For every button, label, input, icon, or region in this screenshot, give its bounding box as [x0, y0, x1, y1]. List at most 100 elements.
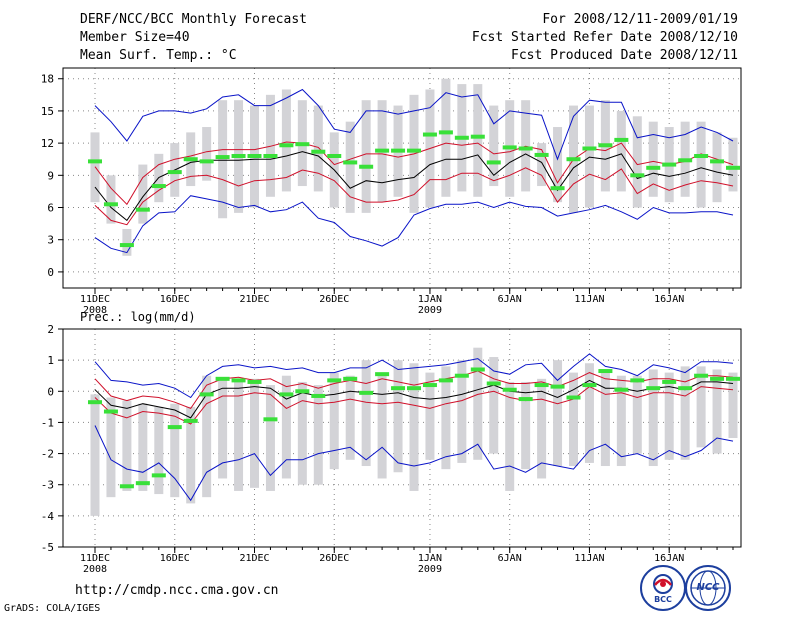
observed-marker: [167, 425, 182, 430]
x-tick-label: 6JAN: [498, 294, 522, 305]
observed-marker: [518, 397, 533, 402]
observed-marker: [279, 392, 294, 397]
observed-marker: [454, 373, 469, 378]
plot-frame: [62, 67, 742, 289]
y-tick-label: -1: [41, 416, 54, 429]
observed-marker: [534, 152, 549, 157]
spread-box: [712, 132, 722, 203]
spread-box: [680, 366, 690, 460]
x-tick-label: 21DEC: [239, 294, 269, 305]
spread-box: [361, 360, 371, 467]
y-tick-label: -2: [41, 448, 54, 461]
forecast-range: For 2008/12/11-2009/01/19: [542, 12, 738, 27]
spread-box: [250, 378, 259, 488]
bcc-emblem-icon: [653, 574, 673, 594]
observed-marker: [295, 389, 310, 394]
y-tick-label: 9: [47, 169, 54, 182]
spread-box: [106, 175, 116, 224]
y-tick-label: 15: [41, 105, 54, 118]
ncc-globe-icon: [690, 570, 726, 606]
observed-marker: [726, 376, 740, 381]
spread-upper-line: [94, 141, 734, 206]
spread-box: [281, 375, 291, 479]
y-tick-label: 12: [41, 137, 54, 150]
spread-box: [297, 381, 307, 485]
fcst-produced-date: Fcst Produced Date 2008/12/11: [511, 48, 738, 63]
observed-marker: [103, 202, 118, 207]
observed-marker: [678, 158, 693, 163]
spread-box: [329, 372, 339, 470]
x-tick-year-label: 2008: [83, 564, 107, 575]
observed-marker: [438, 378, 453, 383]
spread-box: [473, 347, 483, 460]
spread-box: [616, 110, 626, 192]
observed-marker: [630, 378, 645, 383]
observed-marker: [614, 387, 629, 392]
x-tick-label: 6JAN: [498, 553, 522, 564]
observed-marker: [438, 130, 453, 135]
observed-marker: [151, 184, 166, 189]
observed-marker: [550, 186, 565, 191]
spread-box: [489, 357, 499, 454]
y-tick-label: 0: [47, 385, 54, 398]
spread-box: [505, 381, 515, 491]
spread-box: [361, 100, 371, 213]
spread-box: [409, 363, 419, 491]
observed-marker: [678, 386, 693, 391]
observed-marker: [247, 379, 262, 384]
observed-marker: [279, 143, 294, 148]
bcc-logo: BCC: [640, 565, 686, 611]
observed-marker: [566, 157, 581, 162]
member-size-label: Member Size=40: [80, 30, 190, 45]
y-tick-label: 0: [47, 266, 54, 279]
observed-marker: [407, 148, 421, 153]
observed-marker: [311, 149, 326, 154]
x-tick-label: 11DEC: [80, 294, 110, 305]
observed-marker: [694, 373, 709, 378]
x-tick-label: 16JAN: [654, 294, 684, 305]
spread-lower-line: [94, 386, 734, 425]
observed-marker: [646, 386, 661, 391]
observed-marker: [88, 159, 102, 164]
y-tick-label: -5: [41, 541, 54, 554]
spread-box: [393, 360, 403, 473]
observed-marker: [88, 400, 102, 405]
x-tick-year-label: 2009: [418, 564, 442, 575]
footer-url[interactable]: http://cmdp.ncc.cma.gov.cn: [75, 583, 279, 598]
x-tick-label: 16DEC: [160, 294, 190, 305]
spread-box: [202, 375, 212, 498]
observed-marker: [502, 145, 517, 150]
chart-title: DERF/NCC/BCC Monthly Forecast: [80, 12, 307, 27]
spread-box: [186, 406, 196, 504]
spread-box: [441, 78, 451, 197]
spread-box: [122, 400, 132, 491]
spread-box: [170, 403, 180, 498]
observed-marker: [662, 162, 677, 167]
observed-marker: [263, 417, 278, 422]
spread-box: [106, 397, 116, 498]
spread-box: [313, 385, 323, 485]
spread-box: [537, 143, 547, 187]
spread-box: [345, 375, 355, 460]
observed-marker: [119, 243, 134, 248]
y-tick-label: 6: [47, 202, 54, 215]
spread-box: [345, 121, 355, 213]
x-tick-label: 11DEC: [80, 553, 110, 564]
observed-marker: [662, 379, 677, 384]
spread-box: [553, 127, 563, 203]
observed-marker: [598, 143, 613, 148]
spread-box: [473, 84, 483, 197]
observed-marker: [582, 383, 597, 388]
observed-marker: [167, 170, 182, 175]
x-tick-label: 1JAN: [418, 294, 442, 305]
x-tick-label: 1JAN: [418, 553, 442, 564]
y-tick-label: 3: [47, 234, 54, 247]
observed-marker: [375, 372, 390, 377]
observed-marker: [407, 386, 421, 391]
spread-box: [122, 228, 132, 256]
observed-marker: [135, 207, 150, 212]
observed-marker: [263, 154, 278, 158]
precip-panel-title: Prec.: log(mm/d): [80, 310, 196, 324]
observed-marker: [710, 376, 725, 381]
x-tick-label: 11JAN: [574, 294, 604, 305]
